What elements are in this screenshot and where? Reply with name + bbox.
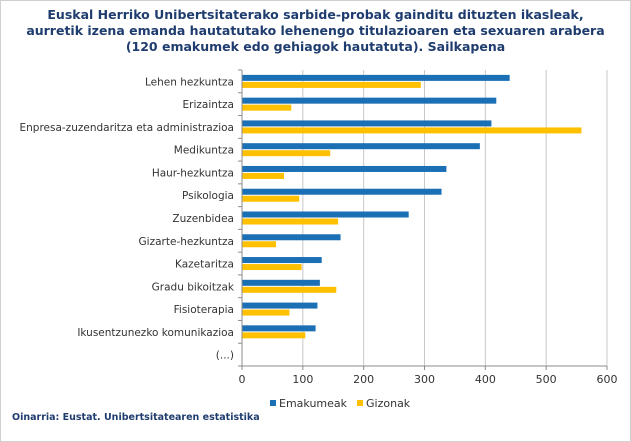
x-tick-label: 200: [353, 373, 374, 386]
x-tick-label: 400: [475, 373, 496, 386]
bar-emakumeak: [242, 279, 320, 286]
category-label: Medikuntza: [174, 145, 234, 157]
bar-emakumeak: [242, 234, 341, 241]
category-label: Gizarte-hezkuntza: [139, 236, 234, 248]
bar-gizonak: [242, 104, 292, 111]
x-tick-label: 100: [292, 373, 313, 386]
chart-title: Euskal Herriko Unibertsitaterako sarbide…: [0, 7, 631, 55]
bar-gizonak: [242, 127, 582, 134]
bar-emakumeak: [242, 165, 447, 172]
x-tick-labels: 0 100 200 300 400 500 600: [239, 373, 618, 386]
gridlines: [302, 70, 608, 366]
category-labels: Lehen hezkuntza Erizaintza Enpresa-zuzenda…: [19, 76, 234, 361]
bar-emakumeak: [242, 188, 442, 195]
source-note: Oinarria: Eustat. Unibertsitatearen esta…: [12, 412, 260, 423]
bar-gizonak: [242, 218, 339, 225]
bar-emakumeak: [242, 325, 316, 332]
bar-emakumeak: [242, 120, 492, 127]
bar-gizonak: [242, 309, 290, 316]
bar-gizonak: [242, 195, 300, 202]
category-label: Psikologia: [182, 190, 234, 202]
x-tick-label: 300: [414, 373, 435, 386]
legend-swatch: [357, 400, 364, 406]
x-tick-label: 600: [597, 373, 618, 386]
title-line-3: (120 emakumek edo gehiagok hautatuta). S…: [125, 39, 506, 54]
x-tick-label: 0: [239, 373, 246, 386]
axes: [238, 69, 608, 370]
category-label: Erizaintza: [183, 99, 234, 111]
title-line-1: Euskal Herriko Unibertsitaterako sarbide…: [47, 7, 584, 22]
bar-emakumeak: [242, 302, 318, 309]
legend: Emakumeak Gizonak: [270, 397, 411, 410]
bar-emakumeak: [242, 257, 322, 264]
legend-swatch: [270, 400, 276, 406]
bar-gizonak: [242, 332, 306, 339]
legend-label: Emakumeak: [279, 397, 348, 410]
category-label: Enpresa-zuzendaritza eta administrazioa: [19, 122, 234, 134]
x-tick-label: 500: [536, 373, 557, 386]
title-line-2: aurretik izena emanda hautatutako lehene…: [26, 23, 605, 38]
legend-label: Gizonak: [366, 397, 411, 410]
category-label: Kazetaritza: [175, 259, 234, 271]
bars: [242, 74, 582, 339]
category-label: Gradu bikoitzak: [152, 281, 235, 293]
bar-gizonak: [242, 241, 277, 248]
bar-gizonak: [242, 81, 421, 88]
bar-gizonak: [242, 172, 284, 179]
category-label: (...): [216, 350, 234, 362]
category-label: Zuzenbidea: [172, 213, 234, 225]
category-label: Ikusentzunezko komunikazioa: [77, 327, 234, 339]
bar-gizonak: [242, 286, 337, 293]
bar-emakumeak: [242, 74, 510, 81]
category-label: Fisioterapia: [174, 304, 234, 316]
bar-emakumeak: [242, 97, 497, 104]
bar-gizonak: [242, 150, 331, 157]
bar-emakumeak: [242, 143, 480, 150]
bar-gizonak: [242, 264, 302, 271]
bar-emakumeak: [242, 211, 409, 218]
category-label: Lehen hezkuntza: [145, 76, 234, 88]
category-label: Haur-hezkuntza: [152, 167, 234, 179]
